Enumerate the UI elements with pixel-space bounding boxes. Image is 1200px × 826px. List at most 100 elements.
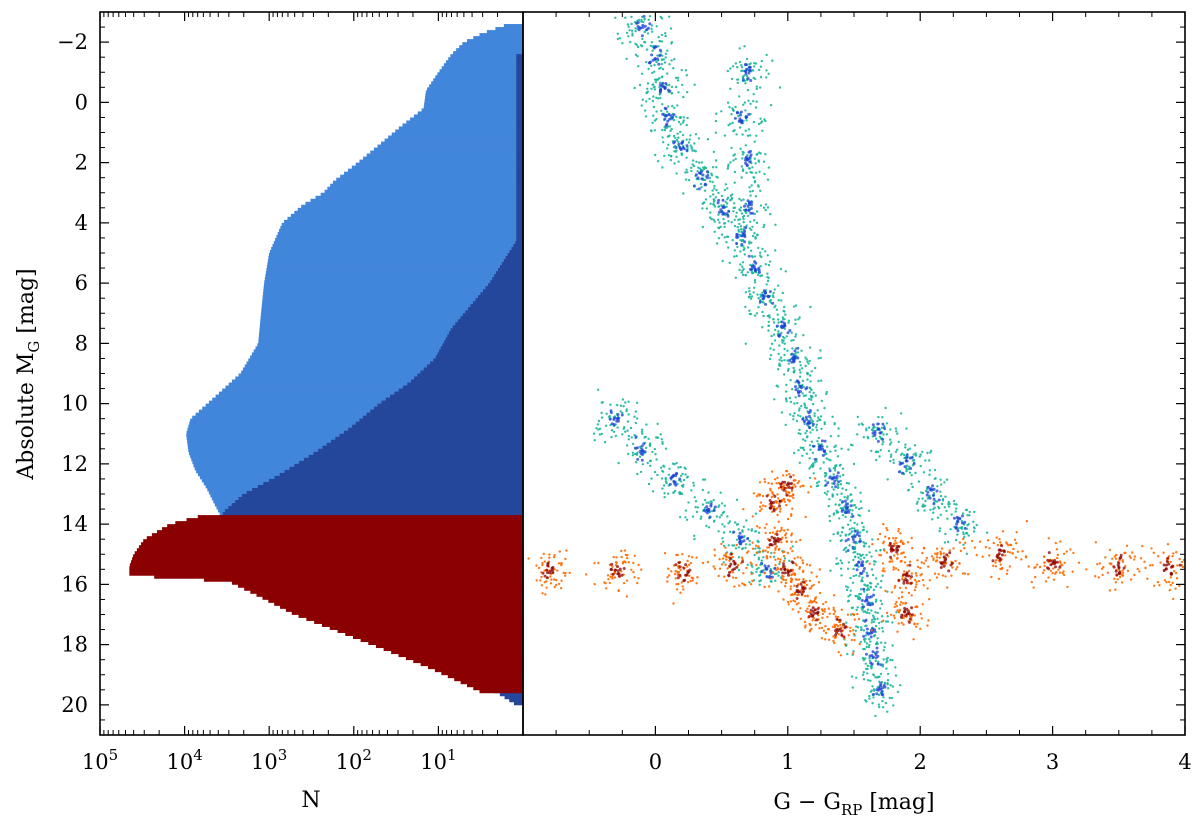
scatter-point (1136, 567, 1139, 571)
scatter-core-point (749, 153, 753, 157)
scatter-point (913, 444, 917, 447)
scatter-point (962, 533, 965, 536)
scatter-core-point (651, 58, 655, 62)
histogram-bar (425, 93, 523, 97)
scatter-point (654, 80, 658, 84)
scatter-point (680, 153, 683, 157)
scatter-point (734, 576, 738, 580)
scatter-point (771, 531, 775, 534)
scatter-point (535, 564, 538, 567)
scatter-point (814, 366, 817, 370)
scatter-point (751, 166, 754, 169)
scatter-point (820, 626, 824, 630)
scatter-core-point (999, 549, 1003, 553)
scatter-core-point (862, 587, 866, 591)
histogram-bar (516, 237, 523, 242)
scatter-point (992, 541, 995, 545)
scatter-point (1001, 530, 1005, 533)
scatter-point (718, 516, 721, 519)
scatter-point (1062, 573, 1066, 577)
scatter-point (1121, 571, 1125, 574)
histogram-bar (516, 195, 523, 200)
scatter-point (698, 161, 701, 164)
scatter-point (885, 551, 889, 554)
scatter-point (727, 220, 730, 223)
scatter-point (829, 569, 832, 572)
scatter-point (684, 516, 687, 519)
scatter-point (543, 560, 546, 563)
histogram-bar (238, 497, 523, 501)
scatter-core-point (768, 290, 772, 294)
scatter-point (1116, 578, 1119, 581)
scatter-point (895, 430, 898, 433)
scatter-point (936, 516, 940, 519)
scatter-point (807, 491, 810, 494)
scatter-point (855, 608, 858, 612)
scatter-point (624, 401, 627, 404)
scatter-point (759, 65, 763, 68)
histogram-bar (218, 391, 523, 395)
scatter-core-point (841, 508, 845, 512)
scatter-core-point (1165, 560, 1169, 564)
scatter-point (753, 157, 756, 160)
scatter-point (707, 526, 711, 529)
scatter-core-point (836, 471, 840, 475)
scatter-point (854, 594, 857, 598)
scatter-point (851, 686, 854, 689)
histogram-bar (261, 304, 523, 308)
scatter-point (794, 540, 798, 543)
scatter-point (608, 581, 611, 585)
scatter-point (840, 492, 843, 495)
scatter-point (782, 554, 786, 558)
scatter-core-point (647, 26, 650, 30)
histogram-bar (385, 397, 523, 402)
scatter-core-point (658, 83, 662, 87)
scatter-core-point (871, 602, 875, 606)
scatter-core-point (945, 553, 949, 557)
scatter-point (727, 124, 730, 127)
scatter-point (910, 594, 913, 597)
scatter-point (868, 697, 871, 700)
scatter-point (861, 423, 864, 426)
scatter-point (806, 594, 809, 597)
scatter-point (910, 536, 913, 540)
scatter-point (768, 260, 772, 263)
scatter-point (690, 576, 693, 579)
scatter-point (923, 504, 927, 507)
scatter-point (881, 665, 885, 668)
scatter-point (740, 66, 744, 69)
scatter-point (754, 162, 757, 165)
scatter-point (886, 620, 890, 623)
scatter-point (827, 628, 830, 631)
scatter-point (791, 549, 794, 553)
histogram-bar (335, 436, 523, 441)
scatter-point (933, 572, 937, 575)
scatter-point (893, 616, 896, 620)
scatter-point (864, 624, 867, 628)
scatter-point (635, 461, 638, 464)
histogram-bar (205, 403, 523, 408)
histogram-bar (460, 680, 523, 685)
scatter-core-point (764, 302, 768, 306)
scatter-point (686, 116, 689, 120)
scatter-core-point (668, 117, 671, 121)
scatter-point (777, 497, 780, 500)
histogram-bar (266, 265, 523, 269)
scatter-point (820, 427, 823, 431)
scatter-point (883, 424, 886, 428)
scatter-point (810, 418, 813, 422)
scatter-point (664, 34, 667, 38)
scatter-point (741, 157, 744, 160)
scatter-point (675, 461, 678, 465)
scatter-point (1016, 550, 1020, 553)
scatter-point (708, 180, 712, 183)
scatter-point (725, 579, 728, 582)
scatter-point (781, 316, 784, 319)
scatter-core-point (738, 531, 742, 535)
scatter-point (897, 597, 901, 600)
scatter-point (817, 436, 821, 440)
scatter-point (667, 143, 670, 146)
scatter-point (843, 495, 846, 499)
histogram-bar (256, 593, 523, 597)
histogram-bar (402, 123, 523, 127)
